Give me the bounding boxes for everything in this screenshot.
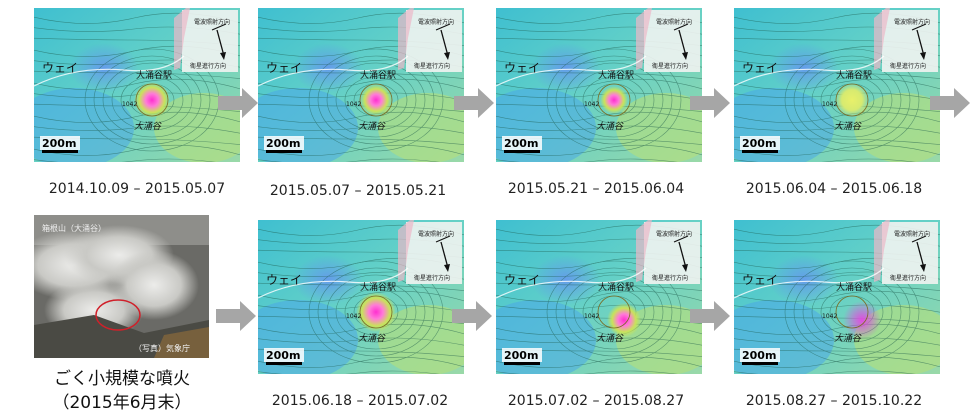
- radar-direction-label: 電波照射方向: [418, 230, 454, 238]
- eruption-caption-line1: ごく小規模な噴火: [54, 369, 190, 389]
- station-label: 大涌谷駅: [836, 69, 872, 81]
- flight-direction-label: 衛星進行方向: [890, 274, 926, 282]
- elevation-label: 1042: [584, 101, 599, 108]
- period-caption-3: 2015.05.21 – 2015.06.04: [507, 181, 685, 197]
- arrow-right-icon: [452, 301, 492, 331]
- arrow-right-icon: [690, 88, 730, 118]
- interferogram-panel-3: 電波照射方向 衛星進行方向 ウェイ 大涌谷駅 1042 大涌谷 200m: [496, 8, 702, 162]
- arrow-right-icon: [218, 88, 258, 118]
- eruption-caption-line2: （2015年6月末）: [52, 393, 192, 413]
- flight-direction-label: 衛星進行方向: [652, 274, 688, 282]
- flight-direction-label: 衛星進行方向: [414, 62, 450, 70]
- valley-label: 大涌谷: [358, 333, 386, 344]
- interferogram-panel-2: 電波照射方向 衛星進行方向 ウェイ 大涌谷駅 1042 大涌谷 200m: [258, 8, 464, 162]
- scale-bar-label: 200m: [742, 137, 776, 150]
- interferogram-panel-1: 電波照射方向 衛星進行方向 ウェイ 大涌谷駅 1042 大涌谷 200m: [34, 8, 240, 162]
- ropeway-label: ウェイ: [742, 61, 778, 75]
- scale-bar-label: 200m: [266, 137, 300, 150]
- elevation-label: 1042: [122, 101, 137, 108]
- ropeway-label: ウェイ: [742, 273, 778, 287]
- station-label: 大涌谷駅: [136, 69, 172, 81]
- station-label: 大涌谷駅: [598, 69, 634, 81]
- period-caption-4: 2015.06.04 – 2015.06.18: [745, 181, 923, 197]
- eruption-photo: 箱根山（大涌谷） （写真）気象庁: [34, 215, 209, 358]
- scale-bar-label: 200m: [742, 349, 776, 362]
- arrow-right-icon: [454, 88, 494, 118]
- scale-bar-label: 200m: [504, 349, 538, 362]
- ropeway-label: ウェイ: [42, 61, 78, 75]
- elevation-label: 1042: [346, 313, 361, 320]
- valley-label: 大涌谷: [596, 121, 624, 132]
- station-label: 大涌谷駅: [360, 69, 396, 81]
- scale-bar-label: 200m: [504, 137, 538, 150]
- valley-label: 大涌谷: [834, 121, 862, 132]
- flight-direction-label: 衛星進行方向: [652, 62, 688, 70]
- arrow-right-icon: [930, 88, 970, 118]
- ropeway-label: ウェイ: [266, 273, 302, 287]
- photo-overlay-credit: （写真）気象庁: [134, 343, 190, 353]
- period-caption-1: 2014.10.09 – 2015.05.07: [48, 181, 226, 197]
- station-label: 大涌谷駅: [836, 281, 872, 293]
- station-label: 大涌谷駅: [360, 281, 396, 293]
- period-caption-6: 2015.07.02 – 2015.08.27: [507, 393, 685, 409]
- interferogram-panel-4: 電波照射方向 衛星進行方向 ウェイ 大涌谷駅 1042 大涌谷 200m: [734, 8, 940, 162]
- scale-bar-label: 200m: [266, 349, 300, 362]
- radar-direction-label: 電波照射方向: [894, 18, 930, 26]
- ropeway-label: ウェイ: [504, 273, 540, 287]
- radar-direction-label: 電波照射方向: [656, 230, 692, 238]
- interferogram-panel-7: 電波照射方向 衛星進行方向 ウェイ 大涌谷駅 1042 大涌谷 200m: [734, 220, 940, 374]
- elevation-label: 1042: [346, 101, 361, 108]
- scale-bar-label: 200m: [42, 137, 76, 150]
- radar-direction-label: 電波照射方向: [894, 230, 930, 238]
- arrow-right-icon: [216, 301, 256, 331]
- radar-direction-label: 電波照射方向: [418, 18, 454, 26]
- radar-direction-label: 電波照射方向: [656, 18, 692, 26]
- ropeway-label: ウェイ: [504, 61, 540, 75]
- photo-overlay-title: 箱根山（大涌谷）: [42, 223, 106, 233]
- interferogram-panel-6: 電波照射方向 衛星進行方向 ウェイ 大涌谷駅 1042 大涌谷 200m: [496, 220, 702, 374]
- period-caption-5: 2015.06.18 – 2015.07.02: [271, 393, 449, 409]
- ropeway-label: ウェイ: [266, 61, 302, 75]
- elevation-label: 1042: [822, 313, 837, 320]
- arrow-right-icon: [690, 301, 730, 331]
- flight-direction-label: 衛星進行方向: [190, 62, 226, 70]
- period-caption-2: 2015.05.07 – 2015.05.21: [269, 183, 447, 199]
- flight-direction-label: 衛星進行方向: [414, 274, 450, 282]
- valley-label: 大涌谷: [834, 333, 862, 344]
- elevation-label: 1042: [822, 101, 837, 108]
- flight-direction-label: 衛星進行方向: [890, 62, 926, 70]
- period-caption-7: 2015.08.27 – 2015.10.22: [745, 393, 923, 409]
- interferogram-panel-5: 電波照射方向 衛星進行方向 ウェイ 大涌谷駅 1042 大涌谷 200m: [258, 220, 464, 374]
- valley-label: 大涌谷: [134, 121, 162, 132]
- valley-label: 大涌谷: [358, 121, 386, 132]
- radar-direction-label: 電波照射方向: [194, 18, 230, 26]
- elevation-label: 1042: [584, 313, 599, 320]
- station-label: 大涌谷駅: [598, 281, 634, 293]
- valley-label: 大涌谷: [596, 333, 624, 344]
